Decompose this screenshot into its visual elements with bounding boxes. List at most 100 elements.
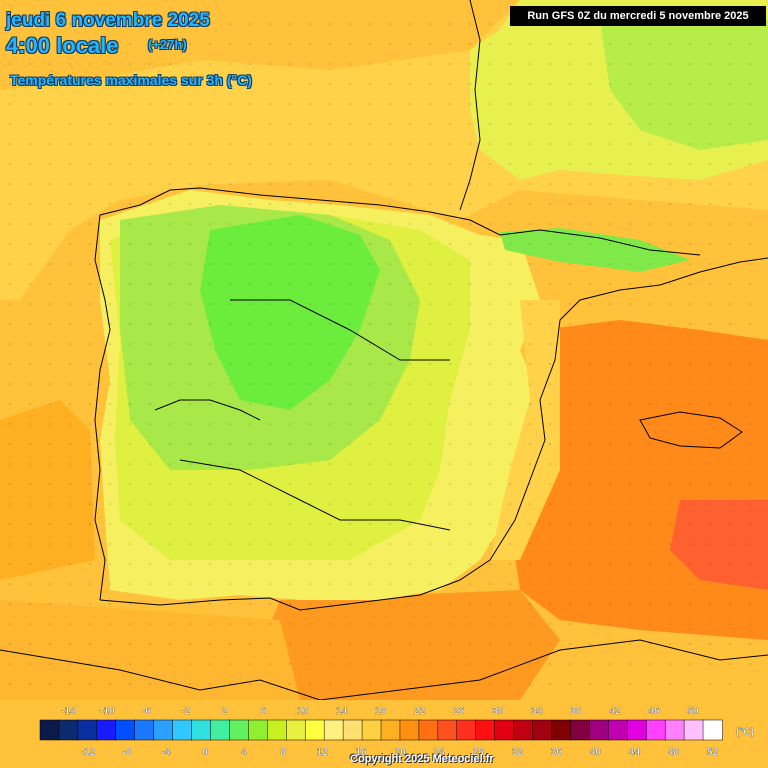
grid-dot — [209, 503, 211, 505]
grid-dot — [69, 163, 71, 165]
grid-dot — [289, 403, 291, 405]
grid-dot — [49, 363, 51, 365]
grid-dot — [429, 143, 431, 145]
grid-dot — [429, 563, 431, 565]
grid-dot — [69, 43, 71, 45]
grid-dot — [9, 603, 11, 605]
grid-dot — [89, 303, 91, 305]
grid-dot — [309, 223, 311, 225]
grid-dot — [349, 283, 351, 285]
grid-dot — [189, 163, 191, 165]
grid-dot — [409, 243, 411, 245]
grid-dot — [9, 43, 11, 45]
grid-dot — [709, 143, 711, 145]
grid-dot — [189, 503, 191, 505]
grid-dot — [589, 643, 591, 645]
grid-dot — [649, 243, 651, 245]
grid-dot — [369, 223, 371, 225]
grid-dot — [389, 123, 391, 125]
grid-dot — [429, 583, 431, 585]
grid-dot — [549, 343, 551, 345]
grid-dot — [309, 263, 311, 265]
legend-swatch — [96, 719, 117, 741]
grid-dot — [29, 543, 31, 545]
grid-dot — [629, 323, 631, 325]
grid-dot — [489, 23, 491, 25]
grid-dot — [209, 643, 211, 645]
grid-dot — [49, 583, 51, 585]
grid-dot — [469, 303, 471, 305]
grid-dot — [669, 63, 671, 65]
grid-dot — [489, 563, 491, 565]
grid-dot — [309, 543, 311, 545]
grid-dot — [349, 663, 351, 665]
grid-dot — [649, 643, 651, 645]
grid-dot — [29, 623, 31, 625]
grid-dot — [649, 43, 651, 45]
grid-dot — [709, 683, 711, 685]
grid-dot — [69, 203, 71, 205]
grid-dot — [629, 423, 631, 425]
grid-dot — [749, 403, 751, 405]
grid-dot — [729, 283, 731, 285]
grid-dot — [149, 63, 151, 65]
grid-dot — [469, 183, 471, 185]
grid-dot — [29, 443, 31, 445]
grid-dot — [609, 583, 611, 585]
legend-tick-label: 22 — [414, 706, 426, 717]
grid-dot — [449, 543, 451, 545]
grid-dot — [749, 483, 751, 485]
grid-dot — [69, 323, 71, 325]
grid-dot — [349, 583, 351, 585]
grid-dot — [129, 263, 131, 265]
grid-dot — [289, 43, 291, 45]
grid-dot — [129, 403, 131, 405]
grid-dot — [569, 323, 571, 325]
grid-dot — [229, 143, 231, 145]
grid-dot — [729, 43, 731, 45]
grid-dot — [749, 43, 751, 45]
grid-dot — [209, 143, 211, 145]
grid-dot — [189, 43, 191, 45]
grid-dot — [489, 543, 491, 545]
grid-dot — [469, 683, 471, 685]
grid-dot — [69, 383, 71, 385]
grid-dot — [489, 443, 491, 445]
grid-dot — [329, 143, 331, 145]
grid-dot — [49, 263, 51, 265]
grid-dot — [329, 183, 331, 185]
grid-dot — [589, 223, 591, 225]
grid-dot — [369, 443, 371, 445]
grid-dot — [349, 243, 351, 245]
grid-dot — [529, 163, 531, 165]
grid-dot — [669, 323, 671, 325]
grid-dot — [149, 163, 151, 165]
grid-dot — [369, 63, 371, 65]
grid-dot — [569, 103, 571, 105]
grid-dot — [729, 243, 731, 245]
grid-dot — [749, 83, 751, 85]
grid-dot — [429, 123, 431, 125]
grid-dot — [369, 283, 371, 285]
grid-dot — [49, 63, 51, 65]
grid-dot — [709, 463, 711, 465]
grid-dot — [409, 223, 411, 225]
grid-dot — [229, 483, 231, 485]
grid-dot — [149, 383, 151, 385]
grid-dot — [129, 223, 131, 225]
grid-dot — [309, 443, 311, 445]
zone-med-hot — [670, 500, 768, 590]
grid-dot — [109, 343, 111, 345]
grid-dot — [9, 523, 11, 525]
grid-dot — [109, 603, 111, 605]
grid-dot — [129, 463, 131, 465]
grid-dot — [209, 303, 211, 305]
grid-dot — [109, 503, 111, 505]
grid-dot — [89, 583, 91, 585]
grid-dot — [709, 583, 711, 585]
grid-dot — [609, 83, 611, 85]
grid-dot — [629, 463, 631, 465]
grid-dot — [189, 483, 191, 485]
grid-dot — [729, 643, 731, 645]
grid-dot — [249, 143, 251, 145]
